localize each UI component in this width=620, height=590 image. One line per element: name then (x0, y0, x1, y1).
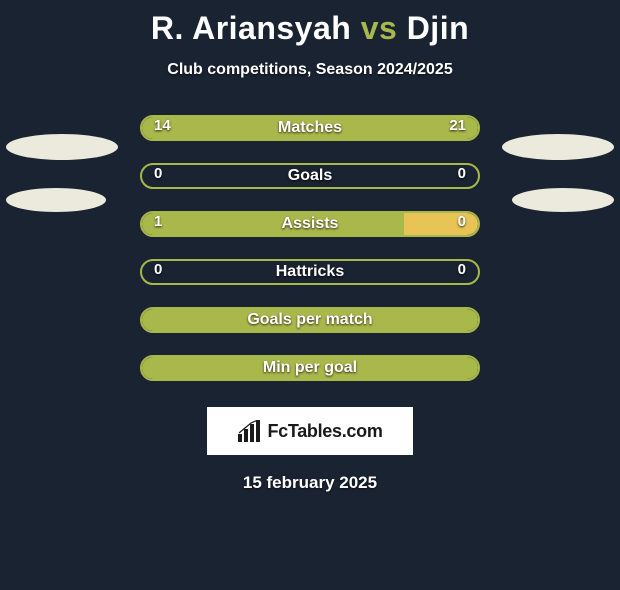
team-logo-placeholder (6, 134, 118, 160)
subtitle: Club competitions, Season 2024/2025 (0, 61, 620, 79)
stat-value-left: 0 (154, 165, 162, 182)
stat-bar: Hattricks0 0 (140, 259, 480, 285)
logo-text: FcTables.com (267, 421, 382, 442)
player2-name: Djin (407, 10, 469, 46)
team-logo-placeholder (6, 188, 106, 212)
vs-text: vs (361, 10, 398, 46)
team-logo-placeholder (512, 188, 614, 212)
stat-value-left: 0 (154, 261, 162, 278)
stat-bar: Assists1 0 (140, 211, 480, 237)
stat-row: Goals per match (0, 307, 620, 333)
chart-icon (237, 420, 261, 442)
player1-name: R. Ariansyah (151, 10, 351, 46)
stat-value-right: 0 (458, 261, 466, 278)
stat-value-right: 0 (458, 213, 466, 230)
stat-row: Goals0 0 (0, 163, 620, 189)
stat-value-right: 21 (449, 117, 466, 134)
comparison-title: R. Ariansyah vs Djin (0, 10, 620, 47)
stat-bar: Min per goal (140, 355, 480, 381)
stat-bar: Matches14 21 (140, 115, 480, 141)
stat-label: Matches (142, 117, 478, 139)
date: 15 february 2025 (0, 473, 620, 493)
stat-label: Goals (142, 165, 478, 187)
stat-row: Min per goal (0, 355, 620, 381)
fctables-logo: FcTables.com (207, 407, 413, 455)
stat-bar: Goals per match (140, 307, 480, 333)
stat-label: Goals per match (142, 309, 478, 331)
stat-bar: Goals0 0 (140, 163, 480, 189)
stat-value-right: 0 (458, 165, 466, 182)
stat-value-left: 14 (154, 117, 171, 134)
stat-value-left: 1 (154, 213, 162, 230)
stat-row: Hattricks0 0 (0, 259, 620, 285)
stat-label: Assists (142, 213, 478, 235)
team-logo-placeholder (502, 134, 614, 160)
stat-row: Assists1 0 (0, 211, 620, 237)
stat-label: Min per goal (142, 357, 478, 379)
stat-label: Hattricks (142, 261, 478, 283)
